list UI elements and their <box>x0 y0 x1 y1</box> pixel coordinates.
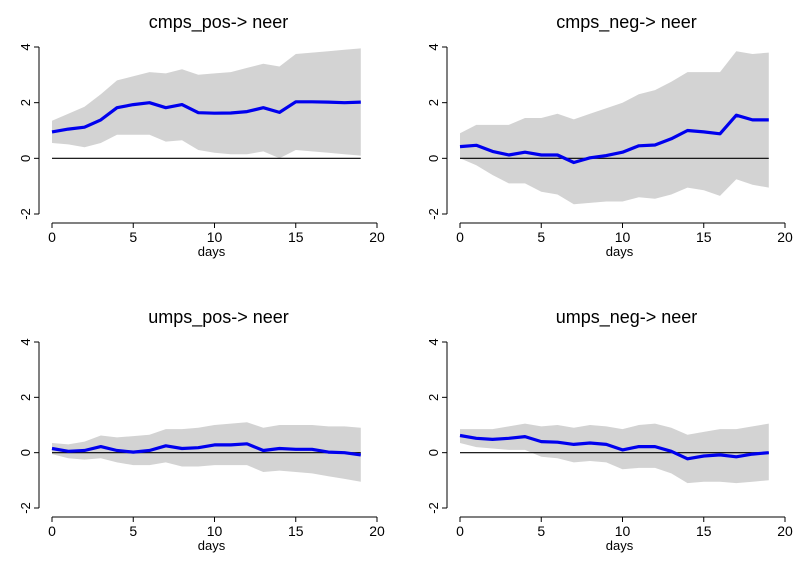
chart-title: umps_neg-> neer <box>556 307 698 328</box>
y-tick-label: 4 <box>18 338 33 345</box>
response-line <box>51 442 362 457</box>
x-tick-label: 15 <box>288 523 304 539</box>
y-tick-label: -2 <box>18 502 33 514</box>
y-tick-label: -2 <box>18 208 33 220</box>
chart-title: cmps_pos-> neer <box>149 12 289 33</box>
x-tick-label: 10 <box>615 523 631 539</box>
x-tick-label: 0 <box>48 523 56 539</box>
confidence-band <box>460 423 769 484</box>
confidence-band <box>52 422 361 482</box>
y-tick-label: 2 <box>426 394 441 401</box>
confidence-band <box>52 48 361 159</box>
y-tick-label: 0 <box>18 155 33 162</box>
response-line <box>459 113 769 165</box>
x-tick-label: 20 <box>369 229 385 245</box>
y-tick-label: 4 <box>426 338 441 345</box>
chart-title: cmps_neg-> neer <box>556 12 697 33</box>
y-tick-label: 2 <box>426 99 441 106</box>
panel-2: -2 0 2 4 0 5 10 15 20 days cmps_neg-> neer <box>426 12 793 259</box>
x-tick-label: 5 <box>129 229 137 245</box>
x-tick-label: 20 <box>777 523 793 539</box>
y-tick-label: -2 <box>426 208 441 220</box>
x-tick-label: 10 <box>207 523 223 539</box>
x-tick-label: 0 <box>456 523 464 539</box>
y-tick-label: 4 <box>426 43 441 50</box>
x-axis-label: days <box>606 538 634 553</box>
x-tick-label: 20 <box>369 523 385 539</box>
panel-1: -2 0 2 4 0 5 10 15 20 days cmps_pos-> neer <box>18 12 385 259</box>
x-tick-label: 10 <box>207 229 223 245</box>
x-tick-label: 5 <box>129 523 137 539</box>
y-tick-label: 2 <box>18 394 33 401</box>
y-tick-label: 2 <box>18 99 33 106</box>
x-tick-label: 0 <box>48 229 56 245</box>
y-tick-label: 0 <box>18 449 33 456</box>
x-tick-label: 5 <box>537 229 545 245</box>
y-tick-label: 0 <box>426 155 441 162</box>
x-tick-label: 15 <box>696 229 712 245</box>
x-axis-label: days <box>198 244 226 259</box>
chart-title: umps_pos-> neer <box>148 307 289 328</box>
confidence-band <box>460 51 769 205</box>
panel-4: -2 0 2 4 0 5 10 15 20 days umps_neg-> neer <box>426 307 793 553</box>
y-tick-label: -2 <box>426 502 441 514</box>
y-tick-label: 0 <box>426 449 441 456</box>
x-axis-label: days <box>606 244 634 259</box>
x-tick-label: 5 <box>537 523 545 539</box>
x-tick-label: 0 <box>456 229 464 245</box>
x-axis-label: days <box>198 538 226 553</box>
x-tick-label: 10 <box>615 229 631 245</box>
panel-3: -2 0 2 4 0 5 10 15 20 days umps_pos-> neer <box>18 307 385 553</box>
x-tick-label: 20 <box>777 229 793 245</box>
x-tick-label: 15 <box>288 229 304 245</box>
y-tick-label: 4 <box>18 43 33 50</box>
response-line <box>459 433 769 461</box>
response-line <box>51 100 361 134</box>
x-tick-label: 15 <box>696 523 712 539</box>
